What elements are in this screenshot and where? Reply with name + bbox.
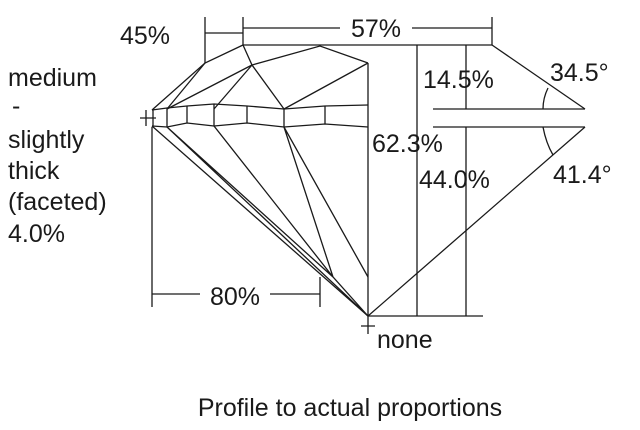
- caption: Profile to actual proportions: [198, 394, 502, 422]
- girdle-cross: [140, 110, 156, 126]
- girdle-label-line: slightly: [8, 126, 85, 154]
- table-bracket: [243, 17, 493, 45]
- pavilion-left-edge: [151, 125, 369, 317]
- pavilion-depth-label: 44.0%: [419, 166, 490, 194]
- dimension-lines: [151, 17, 554, 317]
- girdle-label-line: 4.0%: [8, 220, 65, 248]
- pavilion-facets: [166, 125, 369, 317]
- crown-side-bracket: [204, 17, 244, 63]
- crown-facets: [166, 44, 369, 110]
- girdle-label-line: -: [12, 92, 20, 120]
- crown-left-edge: [151, 44, 244, 111]
- crown-height-label: 14.5%: [423, 66, 494, 94]
- girdle-top: [151, 103, 369, 111]
- depth-lines: [368, 45, 483, 317]
- crown-side-label: 45%: [120, 22, 170, 50]
- pavilion-angle-label: 41.4°: [553, 161, 612, 189]
- girdle-label-line: medium: [8, 64, 97, 92]
- girdle-label-line: thick: [8, 157, 60, 185]
- girdle-label-line: (faceted): [8, 188, 107, 216]
- girdle-bottom: [151, 122, 369, 128]
- lower-half-label: 80%: [210, 283, 260, 311]
- culet-cross: [361, 316, 375, 334]
- diamond-outline: [140, 44, 586, 334]
- pavilion-angle-arc: [542, 126, 554, 156]
- lower-half-bracket: [151, 127, 321, 307]
- crown-angle-label: 34.5°: [550, 59, 609, 87]
- pavilion-right-edge: [367, 126, 586, 317]
- labels: 45% 57% 14.5% 34.5° 62.3% 44.0% 41.4° 80…: [8, 15, 612, 422]
- girdle-right: [433, 108, 585, 128]
- total-depth-label: 62.3%: [372, 130, 443, 158]
- culet-label: none: [377, 326, 433, 354]
- table-label: 57%: [351, 15, 401, 43]
- crown-right-edge: [491, 44, 586, 110]
- crown-angle-arc: [542, 87, 549, 110]
